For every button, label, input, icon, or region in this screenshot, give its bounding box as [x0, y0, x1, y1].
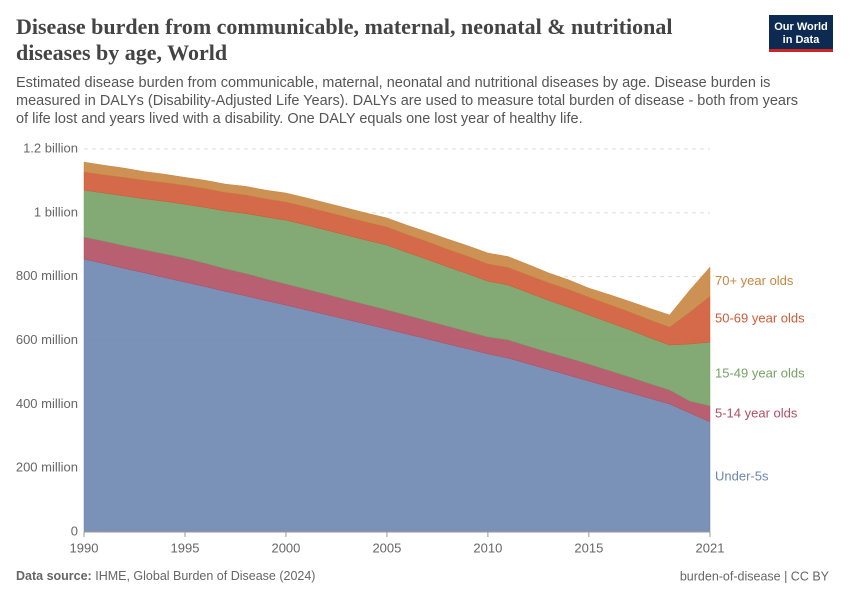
y-tick-label: 1.2 billion: [23, 140, 78, 155]
series-label: 15-49 year olds: [715, 365, 805, 380]
logo-box: [769, 15, 833, 51]
logo-text: Our World: [774, 21, 828, 33]
series-label: 50-69 year olds: [715, 311, 805, 326]
title: Disease burden from communicable, matern…: [16, 14, 673, 39]
title: diseases by age, World: [16, 40, 227, 65]
x-tick-label: 2000: [271, 540, 300, 555]
x-tick-label: 2005: [372, 540, 401, 555]
y-tick-label: 600 million: [16, 332, 78, 347]
x-tick-label: 1990: [70, 540, 99, 555]
y-tick-label: 800 million: [16, 268, 78, 283]
source-text: IHME, Global Burden of Disease (2024): [95, 569, 315, 583]
y-tick-label: 1 billion: [34, 204, 78, 219]
logo[interactable]: Our World in Data: [769, 15, 833, 52]
y-tick-label: 0: [71, 523, 78, 538]
series-label: Under-5s: [715, 468, 769, 483]
x-tick-label: 2015: [574, 540, 603, 555]
y-tick-label: 200 million: [16, 460, 78, 475]
subtitle: of life lost and years lived with a disa…: [16, 111, 583, 127]
logo-text: in Data: [783, 34, 821, 46]
series-label: 70+ year olds: [715, 273, 794, 288]
y-tick-label: 400 million: [16, 396, 78, 411]
x-tick-label: 2010: [473, 540, 502, 555]
source: Data source: IHME, Global Burden of Dise…: [16, 569, 315, 583]
subtitle: Estimated disease burden from communicab…: [16, 75, 770, 91]
x-tick-label: 1995: [171, 540, 200, 555]
series-label: 5-14 year olds: [715, 405, 798, 420]
area: [83, 161, 711, 328]
logo-bar: [769, 49, 833, 52]
subtitle: measured in DALYs (Disability-Adjusted L…: [16, 93, 798, 109]
license: burden-of-disease | CC BY: [680, 569, 830, 583]
source-label: Data source:: [16, 569, 92, 583]
x-tick-label: 2021: [696, 540, 725, 555]
